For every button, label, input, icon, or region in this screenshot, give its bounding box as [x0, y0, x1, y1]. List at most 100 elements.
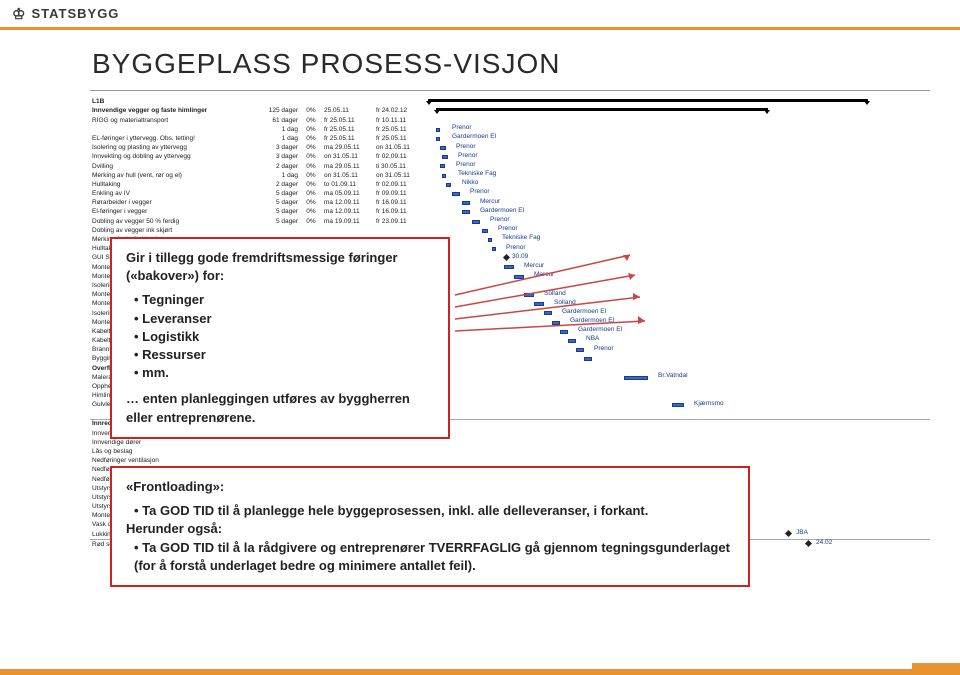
list-item: Logistikk [134, 328, 434, 346]
cell-d2 [374, 98, 426, 107]
cell-dur [260, 439, 300, 448]
cell-bar [426, 429, 930, 438]
callout1-lead: Gir i tillegg gode fremdriftsmessige før… [126, 249, 434, 285]
cell-d2: fr 24.02.12 [374, 107, 426, 116]
cell-bar [426, 383, 930, 392]
cell-dur: 3 dager [260, 144, 300, 153]
cell-dur [260, 227, 300, 236]
cell-dur: 2 dager [260, 181, 300, 190]
cell-dur: 1 dag [260, 126, 300, 135]
cell-bar: Gardermoen El [426, 135, 930, 144]
cell-dur [260, 457, 300, 466]
callout1-list: TegningerLeveranserLogistikkRessursermm. [126, 291, 434, 382]
cell-d1: to 01.09.11 [322, 181, 374, 190]
cell-d2: fr 02.09.11 [374, 153, 426, 162]
cell-name: Isolering og plasting av yttervegg [90, 144, 260, 153]
gantt-row: EL-føringer i yttervegg. Obs. tetting!1 … [90, 135, 930, 144]
cell-bar: Prenor [426, 190, 930, 199]
cell-pct: 0% [300, 217, 322, 226]
cell-dur [260, 448, 300, 457]
cell-d2: fr 09.09.11 [374, 190, 426, 199]
cell-name: Dvilling [90, 162, 260, 171]
cell-d1: fr 25.05.11 [322, 135, 374, 144]
list-item: Ta GOD TID til å planlegge hele byggepro… [134, 502, 734, 520]
cell-pct: 0% [300, 190, 322, 199]
cell-d2: fr 16.09.11 [374, 208, 426, 217]
cell-pct: 0% [300, 144, 322, 153]
cell-bar: Prenor [426, 245, 930, 254]
cell-pct [300, 457, 322, 466]
cell-dur: 5 dager [260, 190, 300, 199]
callout2-mid: Herunder også: [126, 520, 734, 538]
callout-box-1: Gir i tillegg gode fremdriftsmessige før… [110, 237, 450, 439]
cell-d2: fr 23.09.11 [374, 217, 426, 226]
list-item: Tegninger [134, 291, 434, 309]
cell-dur: 61 dager [260, 116, 300, 125]
cell-d1: ma 29.05.11 [322, 162, 374, 171]
cell-d2: fr 16.09.11 [374, 199, 426, 208]
cell-pct [300, 98, 322, 107]
cell-pct: 0% [300, 135, 322, 144]
cell-d1: ma 12.09.11 [322, 199, 374, 208]
footer-bar [0, 669, 960, 675]
cell-d2 [374, 227, 426, 236]
cell-pct: 0% [300, 199, 322, 208]
cell-pct: 0% [300, 126, 322, 135]
cell-bar: Kjærnsmo [426, 401, 930, 410]
cell-name: Innvendige dører [90, 439, 260, 448]
cell-d1: fr 25.05.11 [322, 116, 374, 125]
gantt-row: L1B [90, 98, 930, 107]
cell-dur: 1 dag [260, 172, 300, 181]
list-item: Leveranser [134, 310, 434, 328]
cell-name: Enkling av IV [90, 190, 260, 199]
cell-name: L1B [90, 98, 260, 107]
cell-pct: 0% [300, 208, 322, 217]
cell-name: Innvekting og dobling av yttervegg [90, 153, 260, 162]
cell-d1: ma 19.09.11 [322, 217, 374, 226]
cell-bar: Br.Vatndal [426, 374, 930, 383]
cell-bar: Prenor [426, 153, 930, 162]
cell-name: Nedføringer ventilasjon [90, 457, 260, 466]
cell-pct [300, 439, 322, 448]
callout1-tail: … enten planleggingen utføres av byggher… [126, 390, 434, 426]
gantt-row: Merking av hull (vent, rør og el)1 dag0%… [90, 172, 930, 181]
cell-bar: Prenor [426, 162, 930, 171]
cell-bar: Gardermoen El [426, 328, 930, 337]
cell-pct: 0% [300, 107, 322, 116]
cell-d2: on 31.05.11 [374, 172, 426, 181]
cell-bar: Prenor [426, 144, 930, 153]
cell-bar [426, 439, 930, 448]
cell-bar: Mercur [426, 273, 930, 282]
cell-bar [426, 355, 930, 364]
cell-name: Dobling av vegger 50 % ferdig [90, 217, 260, 226]
cell-dur: 2 dager [260, 162, 300, 171]
callout2-list: Ta GOD TID til å planlegge hele byggepro… [126, 502, 734, 520]
cell-bar: Nikko [426, 181, 930, 190]
gantt-row: Hulltaking2 dager0%to 01.09.11fr 02.09.1… [90, 181, 930, 190]
cell-pct: 0% [300, 116, 322, 125]
gantt-row: Innvendige vegger og faste himlinger125 … [90, 107, 930, 116]
cell-bar [426, 420, 930, 430]
cell-d1 [322, 98, 374, 107]
callout-box-2: «Frontloading»: Ta GOD TID til å planleg… [110, 466, 750, 587]
cell-d1 [322, 439, 374, 448]
cell-bar: Gardermoen El [426, 309, 930, 318]
cell-dur: 5 dager [260, 217, 300, 226]
cell-d2: on 31.05.11 [374, 144, 426, 153]
cell-bar: Gardermoen El [426, 319, 930, 328]
list-item: Ta GOD TID til å la rådgivere og entrepr… [134, 539, 734, 575]
cell-bar [426, 116, 930, 125]
cell-d2: fr 25.05.11 [374, 135, 426, 144]
cell-pct: 0% [300, 162, 322, 171]
gantt-row: Isolering og plasting av yttervegg3 dage… [90, 144, 930, 153]
cell-bar: NBA [426, 337, 930, 346]
cell-bar: Prenor [426, 346, 930, 355]
list-item: Ressurser [134, 346, 434, 364]
cell-d1: on 31.05.11 [322, 153, 374, 162]
cell-bar [426, 282, 930, 291]
cell-name [90, 126, 260, 135]
cell-pct [300, 227, 322, 236]
cell-bar [426, 107, 930, 116]
cell-name: EL-føringer i yttervegg. Obs. tetting! [90, 135, 260, 144]
cell-bar [426, 98, 930, 107]
